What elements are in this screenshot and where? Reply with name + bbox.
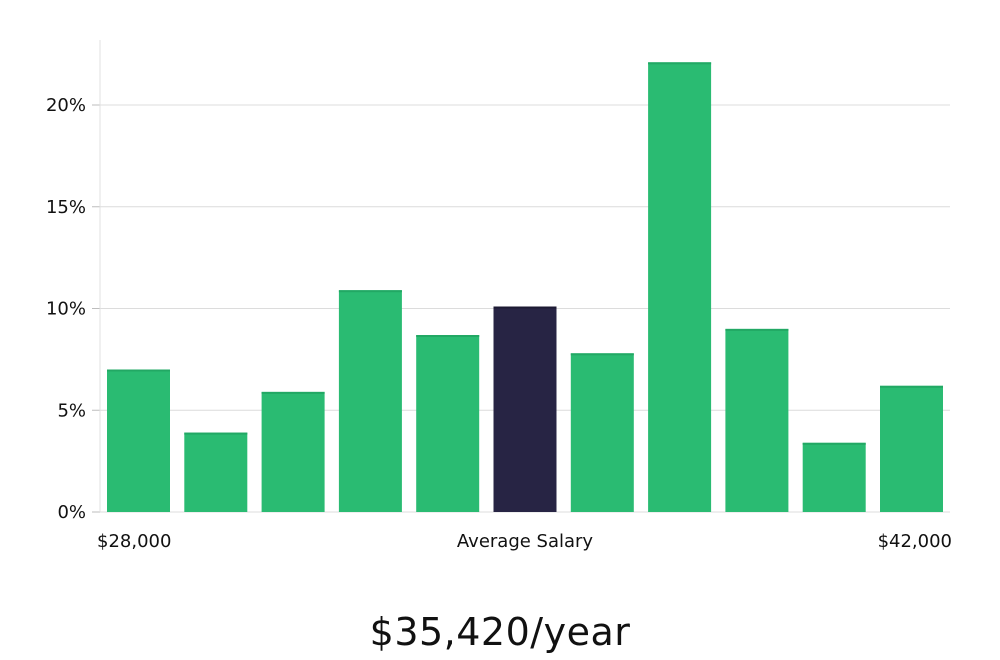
bar-top-edge-8 (648, 62, 712, 65)
bar-8 (648, 62, 712, 513)
bar-top-edge-4 (338, 290, 402, 293)
bar-top-edge-1 (107, 369, 170, 372)
y-tick-label-5: 5% (57, 400, 86, 421)
average-salary-value: $35,420/year (369, 610, 631, 654)
x-axis-min-label: $28,000 (97, 531, 171, 552)
bar-1 (107, 369, 170, 512)
x-axis-title: Average Salary (457, 531, 594, 552)
bar-top-edge-2 (184, 432, 248, 435)
y-tick-label-15: 15% (46, 197, 86, 218)
y-tick-label-10: 10% (46, 299, 86, 320)
bar-top-edge-10 (802, 442, 866, 445)
bar-9 (725, 328, 789, 512)
bar-7 (570, 353, 634, 512)
bars (107, 62, 943, 513)
bar-10 (802, 442, 866, 512)
y-tick-label-20: 20% (46, 95, 86, 116)
bar-top-edge-3 (261, 391, 325, 394)
bar-3 (261, 391, 325, 512)
bar-highlighted-average (493, 306, 557, 512)
bar-5 (416, 335, 480, 512)
bar-top-edge-9 (725, 328, 789, 331)
bar-top-edge-11 (880, 385, 943, 388)
x-axis-max-label: $42,000 (878, 531, 952, 552)
bar-top-edge-7 (570, 353, 634, 356)
y-axis-ticks: 0% 5% 10% 15% 20% (46, 95, 100, 523)
chart-canvas: 0% 5% 10% 15% 20% $28,000 Average Salary $42… (46, 40, 952, 552)
bar-top-edge-5 (416, 335, 480, 337)
bar-11 (880, 385, 943, 512)
y-tick-label-0: 0% (57, 502, 86, 523)
bar-2 (184, 432, 248, 512)
bar-4 (338, 290, 402, 512)
bar-top-edge-6 (493, 306, 557, 309)
